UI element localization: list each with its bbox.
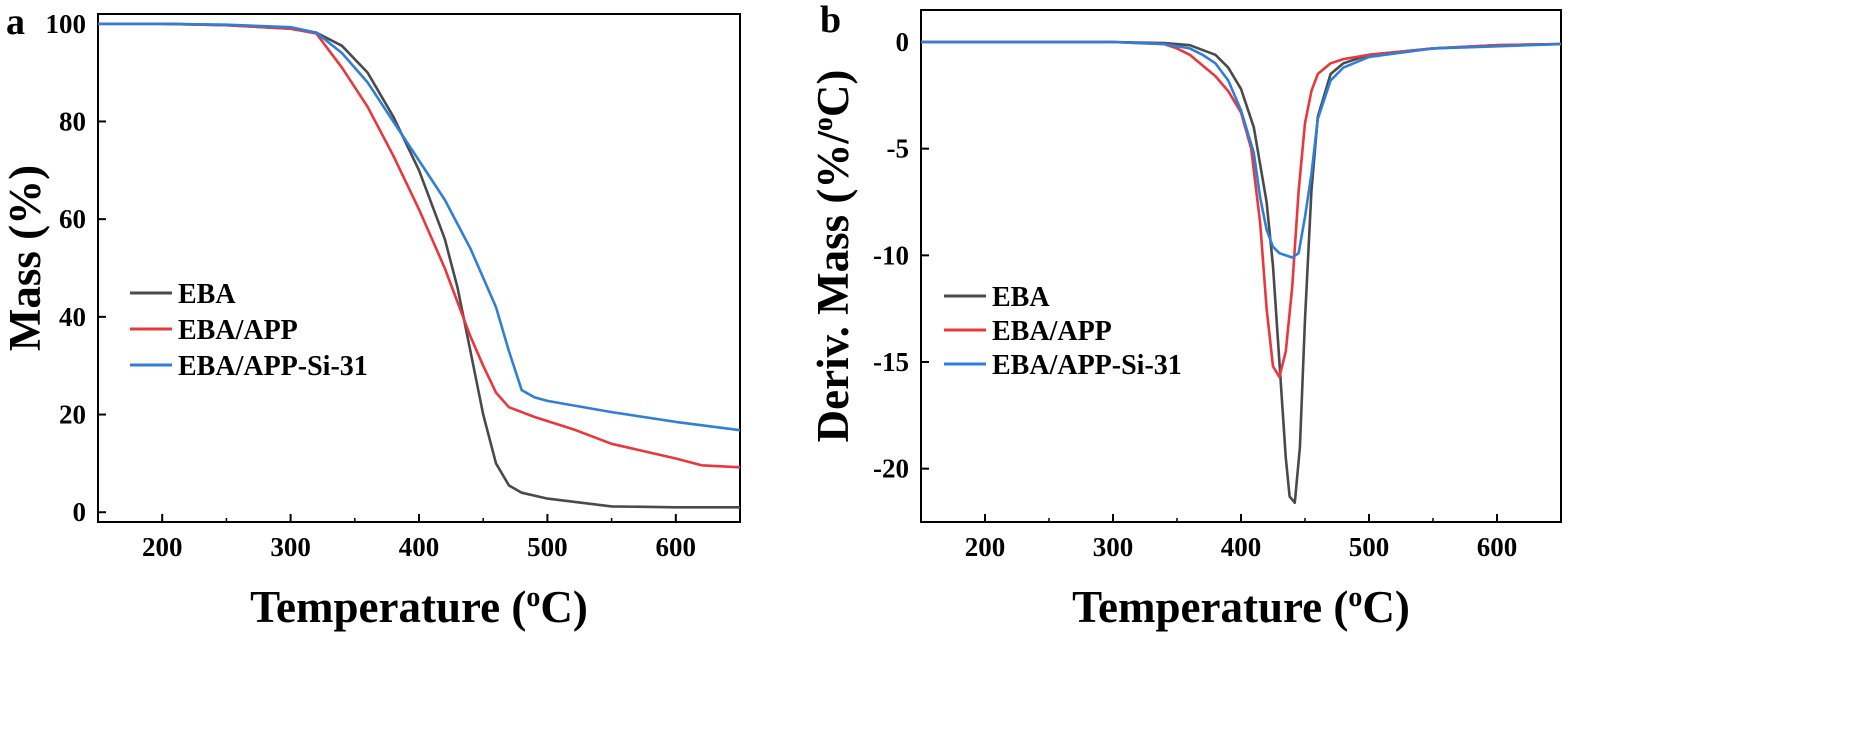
legend-label: EBA/APP — [178, 315, 298, 346]
y-axis-title-main: Deriv. Mass (%/ — [808, 131, 858, 443]
series-line-eba-app-si-31 — [98, 22, 741, 432]
series-line-eba-app — [98, 22, 741, 469]
x-axis-title-main: Temperature ( — [1072, 582, 1348, 632]
legend-label: EBA — [178, 279, 236, 310]
x-axis-title: Temperature (oC) — [1072, 582, 1410, 632]
legend-label: EBA/APP-Si-31 — [992, 350, 1182, 381]
legend-label: EBA/APP-Si-31 — [178, 351, 368, 382]
legend-label: EBA/APP — [992, 316, 1112, 347]
x-axis-title-sup: o — [1348, 582, 1362, 613]
series-line-eba-app-si-31 — [921, 40, 1562, 259]
series-line-eba — [98, 22, 740, 509]
x-tick-label: 500 — [527, 532, 568, 562]
panel-b: b 200 300 400 500 600 0 -5 -10 -15 -20 Temperature … — [808, 0, 1562, 632]
y-axis-title-end: C) — [808, 70, 858, 117]
y-tick-label: 60 — [59, 204, 86, 234]
x-tick-label: 200 — [965, 532, 1006, 562]
x-axis-title-sup: o — [526, 582, 540, 613]
x-axis-title-main: Temperature ( — [250, 582, 526, 632]
panel-label: a — [6, 1, 25, 43]
y-tick-label: 80 — [59, 106, 86, 136]
x-tick-label: 600 — [1477, 532, 1518, 562]
x-tick-label: 500 — [1349, 532, 1390, 562]
x-tick-label: 200 — [142, 532, 183, 562]
plot-frame — [97, 13, 741, 523]
y-axis-title: Deriv. Mass (%/oC) — [808, 70, 858, 443]
y-tick-label: 40 — [59, 302, 86, 332]
y-axis-title: Mass (%) — [0, 165, 50, 351]
y-axis-title-main: Mass (%) — [0, 165, 50, 351]
x-tick-label: 300 — [1093, 532, 1134, 562]
series-line-eba — [921, 40, 1562, 505]
panel-label: b — [820, 0, 841, 41]
y-tick-label: 100 — [46, 9, 87, 39]
y-axis-title-sup: o — [808, 117, 839, 131]
y-tick-label: 20 — [59, 400, 86, 430]
x-tick-label: 400 — [399, 532, 440, 562]
y-tick-label: 0 — [73, 497, 87, 527]
x-tick-label: 400 — [1221, 532, 1262, 562]
x-tick-label: 600 — [656, 532, 697, 562]
legend-label: EBA — [992, 282, 1050, 313]
y-tick-label: -15 — [873, 347, 909, 377]
panel-a: a 200 300 400 500 600 0 20 40 60 80 100 Temperature … — [0, 1, 741, 632]
x-axis-title-end: C) — [540, 582, 587, 632]
y-tick-label: -10 — [873, 240, 909, 270]
y-tick-label: -5 — [887, 134, 910, 164]
x-axis-title: Temperature (oC) — [250, 582, 588, 632]
y-tick-label: 0 — [896, 27, 910, 57]
x-axis-title-end: C) — [1362, 582, 1409, 632]
y-tick-label: -20 — [873, 454, 909, 484]
x-tick-label: 300 — [270, 532, 311, 562]
